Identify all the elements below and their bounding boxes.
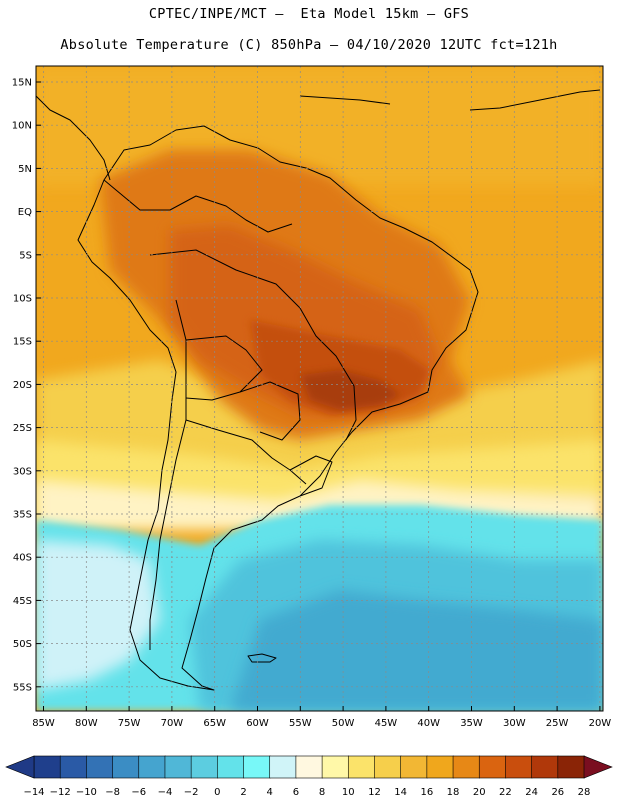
country-borders	[36, 89, 601, 691]
lat-label: 40S	[13, 553, 32, 564]
colorbar-right-arrow	[583, 755, 613, 779]
map-frame	[35, 65, 604, 712]
colorbar-label: 4	[267, 787, 273, 798]
lon-label: 70W	[161, 718, 184, 729]
south-america-coastline	[77, 125, 479, 691]
colorbar-swatch	[295, 755, 323, 779]
colorbar-label: 2	[240, 787, 246, 798]
colorbar-swatch	[531, 755, 559, 779]
lat-label: 5S	[19, 250, 32, 261]
field-north	[36, 66, 603, 186]
colorbar-label: 24	[525, 787, 538, 798]
lat-label: 20S	[13, 380, 32, 391]
lon-label: 25W	[546, 718, 569, 729]
colorbar-label: 8	[319, 787, 325, 798]
colorbar-label: −10	[76, 787, 97, 798]
paraguay-border	[239, 381, 301, 441]
lon-label: 65W	[203, 718, 226, 729]
argentina-border	[185, 419, 307, 485]
lon-label: 40W	[417, 718, 440, 729]
andes-border	[149, 299, 187, 650]
lat-label: 5N	[18, 164, 32, 175]
colorbar-swatch	[33, 755, 61, 779]
colorbar-label: −2	[184, 787, 199, 798]
colorbar-swatch	[452, 755, 481, 779]
colorbar-label: 20	[473, 787, 486, 798]
lon-label: 45W	[375, 718, 398, 729]
uruguay-border	[289, 455, 333, 497]
bolivia-border	[185, 335, 263, 401]
colorbar-label: −8	[105, 787, 120, 798]
colombia-venezuela-border	[103, 179, 293, 233]
field-core-dark	[300, 370, 400, 410]
colorbar-label: −4	[158, 787, 173, 798]
colorbar-label: 10	[342, 787, 355, 798]
lat-label: 10N	[12, 121, 32, 132]
latitude-labels: 15N 10N 5N EQ 5S 10S 15S 20S 25S 30S 35S 40S 45S 50S 5…	[12, 78, 41, 693]
central-america-coast	[36, 95, 111, 181]
caribbean-islands	[299, 89, 601, 111]
colorbar-swatch	[478, 755, 507, 779]
lon-label: 30W	[503, 718, 526, 729]
colorbar-label: 0	[214, 787, 220, 798]
colorbar-swatch	[243, 755, 271, 779]
lat-label: EQ	[18, 207, 32, 218]
lat-label: 15S	[13, 337, 32, 348]
map-title-line2: Absolute Temperature (C) 850hPa – 04/10/…	[60, 37, 558, 53]
colorbar-label: 18	[447, 787, 460, 798]
lat-label: 50S	[13, 639, 32, 650]
colorbar-swatch	[112, 755, 140, 779]
colorbar-label: 14	[394, 787, 407, 798]
colorbar-swatch	[86, 755, 114, 779]
lat-label: 30S	[13, 466, 32, 477]
colorbar-swatch	[321, 755, 350, 779]
brazil-border	[149, 249, 357, 441]
temperature-field	[36, 66, 603, 711]
colorbar-swatch	[347, 755, 376, 779]
lon-label: 75W	[118, 718, 141, 729]
lat-label: 15N	[12, 78, 32, 89]
lat-label: 55S	[13, 682, 32, 693]
lat-label: 45S	[13, 596, 32, 607]
colorbar-swatch	[217, 755, 245, 779]
colorbar-label: −14	[23, 787, 44, 798]
lat-label: 10S	[13, 294, 32, 305]
lon-label: 20W	[589, 718, 612, 729]
colorbar-label: −6	[131, 787, 146, 798]
colorbar-label: 26	[551, 787, 564, 798]
lon-label: 50W	[332, 718, 355, 729]
colorbar-swatch	[59, 755, 88, 779]
colorbar	[5, 755, 613, 779]
lon-label: 85W	[32, 718, 55, 729]
lon-label: 35W	[460, 718, 483, 729]
colorbar-swatch	[557, 755, 585, 779]
colorbar-label: 12	[368, 787, 381, 798]
longitude-labels: 85W 80W 75W 70W 65W 60W 55W 50W 45W 40W 35W 30W 25W 2…	[32, 706, 611, 729]
colorbar-labels: −14 −12 −10 −8 −6 −4 −2 0 2 4 6 8 10 12 14 16 18 20 22 24 26…	[23, 787, 590, 798]
lat-label: 25S	[13, 423, 32, 434]
colorbar-swatch	[138, 755, 166, 779]
colorbar-label: 16	[420, 787, 433, 798]
colorbar-swatch	[374, 755, 402, 779]
colorbar-swatch	[400, 755, 428, 779]
colorbar-label: −12	[50, 787, 71, 798]
colorbar-swatch	[505, 755, 533, 779]
lon-label: 55W	[289, 718, 312, 729]
field-cold-deep	[230, 590, 603, 711]
colorbar-swatch	[190, 755, 219, 779]
colorbar-left-arrow	[5, 755, 35, 779]
colorbar-swatch	[164, 755, 192, 779]
lon-label: 80W	[75, 718, 98, 729]
falklands	[247, 653, 277, 663]
colorbar-label: 6	[293, 787, 299, 798]
colorbar-label: 28	[578, 787, 591, 798]
lon-label: 60W	[246, 718, 269, 729]
colorbar-swatch	[426, 755, 454, 779]
lat-label: 35S	[13, 510, 32, 521]
colorbar-swatch	[269, 755, 297, 779]
colorbar-label: 22	[499, 787, 512, 798]
map-title-line1: CPTEC/INPE/MCT – Eta Model 15km – GFS	[148, 6, 470, 22]
